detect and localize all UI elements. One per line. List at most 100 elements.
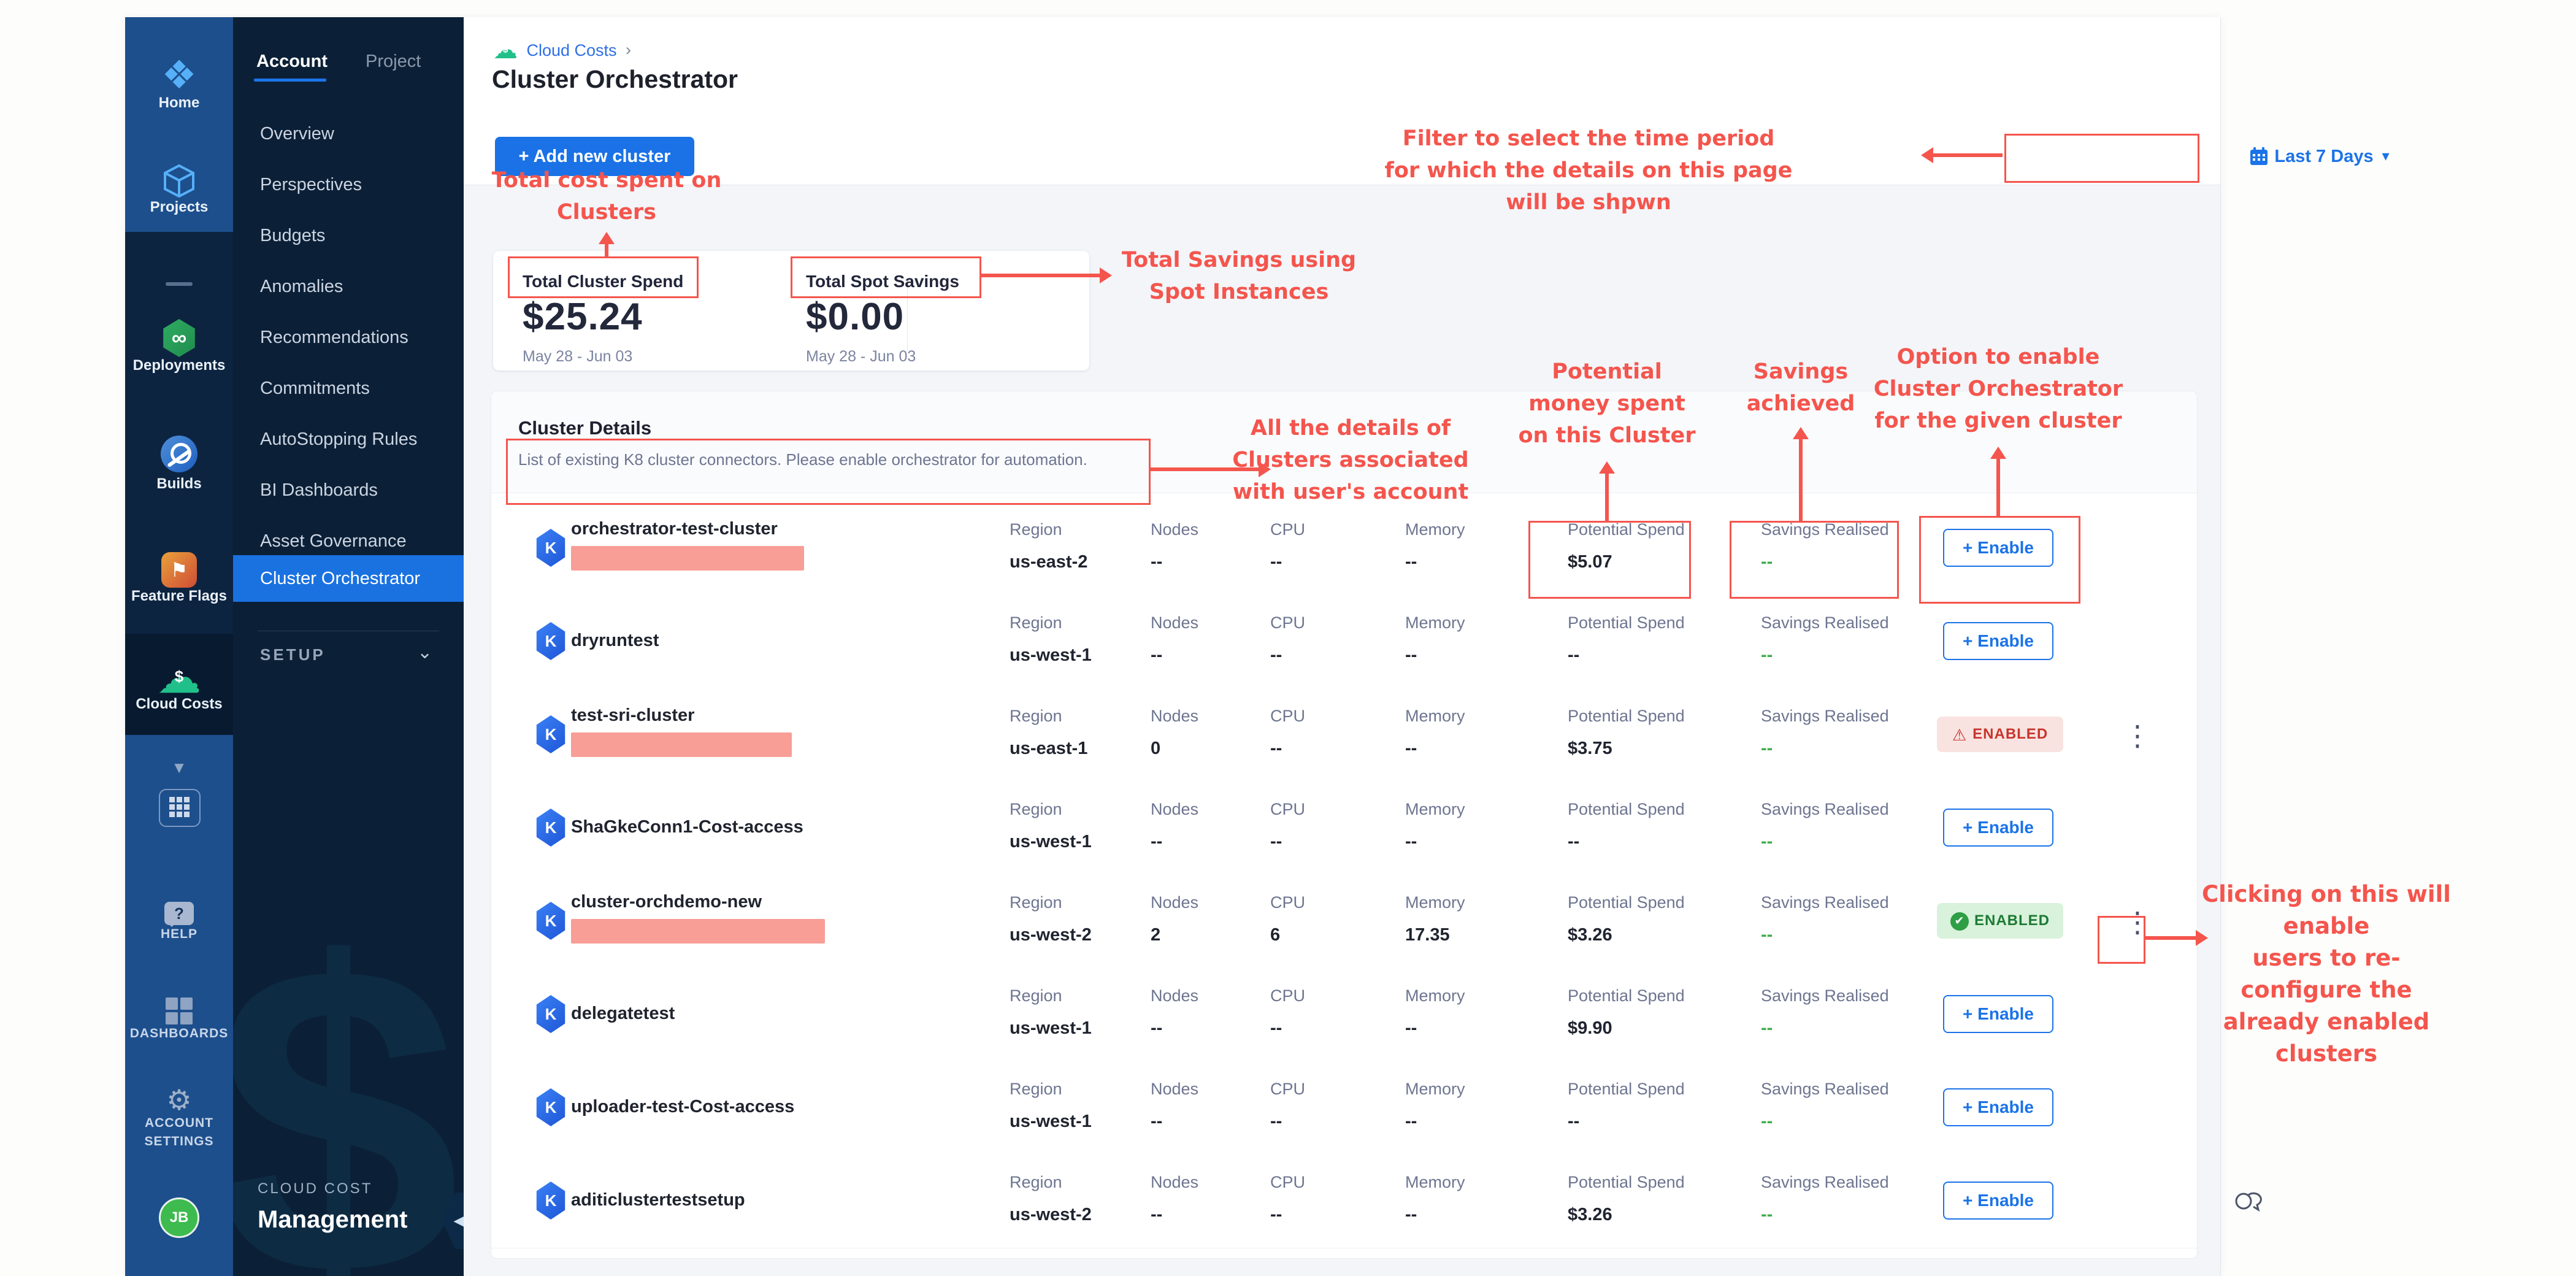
rail-item-label: ACCOUNT SETTINGS (144, 1116, 214, 1148)
column-label: Region (1010, 707, 1062, 725)
rail-item-cloud-costs[interactable]: ☁ $ Cloud Costs (125, 653, 233, 713)
cloud-dollar-icon: ☁ $ (157, 653, 201, 702)
cube-icon (125, 163, 233, 199)
column-label: Savings Realised (1761, 1080, 1889, 1098)
subnav-item-perspectives[interactable]: Perspectives (260, 175, 362, 194)
cell-value: -- (1270, 1205, 1282, 1224)
cell-value: $5.07 (1568, 552, 1612, 572)
total-spot-savings-period: May 28 - Jun 03 (806, 348, 916, 365)
column-label: Potential Spend (1568, 707, 1685, 725)
subnav-item-bi-dashboards[interactable]: BI Dashboards (260, 480, 378, 500)
subnav-item-autostopping-rules[interactable]: AutoStopping Rules (260, 429, 418, 449)
avatar: JB (159, 1197, 199, 1238)
page-title: Cluster Orchestrator (492, 65, 738, 93)
subnav-item-setup[interactable]: SETUP (260, 645, 326, 664)
subnav-item-cluster-orchestrator[interactable]: Cluster Orchestrator (233, 555, 464, 602)
cell-value: -- (1761, 739, 1773, 758)
subnav-item-recommendations[interactable]: Recommendations (260, 328, 408, 347)
subnav-item-commitments[interactable]: Commitments (260, 379, 370, 398)
k8s-cluster-icon: K (536, 995, 565, 1033)
enable-button[interactable]: + Enable (1943, 995, 2053, 1033)
row-menu-button[interactable]: ⋮ (2120, 712, 2152, 758)
column-label: CPU (1270, 520, 1306, 539)
column-label: Memory (1405, 800, 1465, 818)
breadcrumb-link-cloud-costs[interactable]: Cloud Costs (526, 41, 617, 60)
user-avatar[interactable]: JB (125, 1197, 233, 1238)
row-menu-button[interactable]: ⋮ (2120, 898, 2152, 945)
column-label: Nodes (1151, 1080, 1199, 1098)
column-label: CPU (1270, 1173, 1306, 1191)
cluster-name: test-sri-cluster (571, 705, 695, 725)
column-label: Memory (1405, 986, 1465, 1005)
enable-button[interactable]: + Enable (1943, 529, 2053, 567)
rail-item-account-settings[interactable]: ⚙ ACCOUNT SETTINGS (125, 1086, 233, 1151)
flag-icon: ⚑ (161, 552, 197, 588)
breadcrumb-separator: › (625, 40, 631, 59)
rail-item-label: Cloud Costs (136, 696, 223, 712)
column-label: Potential Spend (1568, 613, 1685, 632)
subnav-item-asset-governance[interactable]: Asset Governance (260, 531, 407, 551)
rail-item-deployments[interactable]: ∞ Deployments (125, 319, 233, 374)
cell-value: -- (1270, 645, 1282, 665)
help-chat-icon: ? (164, 902, 194, 927)
enable-button[interactable]: + Enable (1943, 809, 2053, 847)
chat-bubble-icon[interactable] (2234, 1189, 2262, 1215)
app-window: ❖ Home Projects ∞ Deployments Builds (125, 17, 2390, 1276)
rail-item-dashboards[interactable]: DASHBOARDS (125, 997, 233, 1043)
cluster-name: orchestrator-test-cluster (571, 519, 778, 539)
column-label: CPU (1270, 1080, 1306, 1098)
rail-item-label: Deployments (132, 357, 226, 374)
cell-value: -- (1405, 552, 1417, 572)
tab-account[interactable]: Account (256, 52, 328, 71)
k8s-cluster-icon: K (536, 902, 565, 940)
cell-value: -- (1568, 645, 1580, 665)
total-cluster-spend-value: $25.24 (523, 296, 643, 338)
cell-value: -- (1270, 552, 1282, 572)
check-circle-icon: ✔ (1950, 912, 1969, 931)
enable-button[interactable]: + Enable (1943, 1182, 2053, 1220)
rail-item-builds[interactable]: Builds (125, 436, 233, 493)
cell-value: -- (1568, 832, 1580, 851)
cell-value: -- (1568, 1112, 1580, 1131)
cluster-name: uploader-test-Cost-access (571, 1097, 795, 1116)
cell-value: $9.90 (1568, 1018, 1612, 1038)
column-label: Nodes (1151, 1173, 1199, 1191)
column-label: Savings Realised (1761, 707, 1889, 725)
enable-button[interactable]: + Enable (1943, 1088, 2053, 1126)
column-label: CPU (1270, 613, 1306, 632)
cluster-name: aditiclustertestsetup (571, 1190, 745, 1210)
subnav-item-anomalies[interactable]: Anomalies (260, 277, 343, 296)
column-label: Potential Spend (1568, 893, 1685, 912)
subnav-item-overview[interactable]: Overview (260, 124, 334, 144)
k8s-cluster-icon: K (536, 1088, 565, 1126)
enable-button[interactable]: + Enable (1943, 622, 2053, 660)
spend-summary-card: Total Cluster Spend $25.24 May 28 - Jun … (493, 251, 1089, 371)
module-grid-button[interactable] (159, 789, 201, 827)
column-label: Region (1010, 986, 1062, 1005)
column-label: Potential Spend (1568, 1173, 1685, 1191)
column-label: Savings Realised (1761, 520, 1889, 539)
rail-item-projects[interactable]: Projects (125, 163, 233, 216)
time-period-filter[interactable]: Last 7 Days ▾ (2228, 137, 2412, 175)
cluster-details-header: Cluster Details List of existing K8 clus… (491, 391, 2197, 493)
gear-icon: ⚙ (166, 1084, 192, 1116)
subnav-item-budgets[interactable]: Budgets (260, 226, 326, 245)
chevron-down-icon: ▼ (171, 758, 187, 777)
cell-value: -- (1270, 1112, 1282, 1131)
cell-value: -- (1405, 645, 1417, 665)
page-header: ☁ $ Cloud Costs › Cluster Orchestrator (464, 17, 2220, 108)
tab-project[interactable]: Project (366, 52, 421, 71)
rail-item-help[interactable]: ? HELP (125, 902, 233, 944)
cluster-details-panel: Cluster Details List of existing K8 clus… (491, 391, 2198, 1259)
column-label: CPU (1270, 986, 1306, 1005)
rail-item-home[interactable]: ❖ Home (125, 55, 233, 112)
rail-collapse-chevron[interactable]: ▼ (125, 758, 233, 777)
add-new-cluster-button[interactable]: + Add new cluster (495, 137, 694, 176)
column-label: CPU (1270, 893, 1306, 912)
rail-item-feature-flags[interactable]: ⚑ Feature Flags (125, 552, 233, 605)
column-label: Region (1010, 800, 1062, 818)
cell-value: us-west-2 (1010, 925, 1092, 945)
